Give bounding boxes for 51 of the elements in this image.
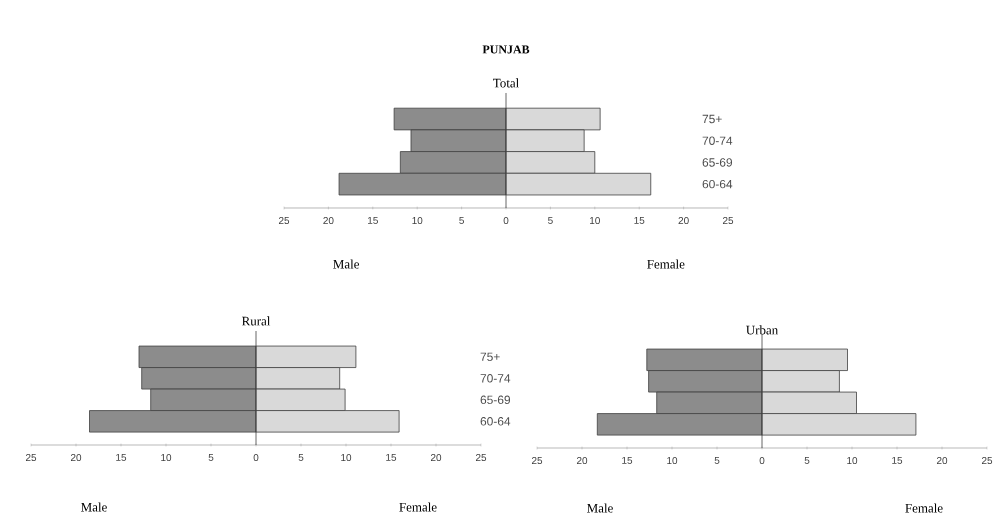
x-tick-label: 20 (576, 457, 588, 465)
x-tick-label: 10 (667, 457, 678, 465)
text: Male (81, 502, 107, 512)
x-tick-label: 15 (386, 454, 397, 461)
x-tick-label: 0 (253, 454, 259, 462)
x-tick-label: 15 (116, 454, 127, 461)
text: Male (587, 503, 613, 513)
x-tick-label: 20 (323, 217, 334, 225)
x-tick-label: 25 (531, 457, 543, 465)
x-tick-label: 15 (634, 217, 645, 224)
x-tick-label: 10 (161, 454, 172, 462)
text: Female (647, 259, 685, 269)
x-tick-label: 5 (459, 217, 464, 224)
chart-title: Rural (241, 316, 271, 326)
x-tick-label: 5 (804, 457, 810, 464)
x-tick-label: 5 (208, 454, 214, 461)
x-tick-label: 5 (298, 454, 304, 461)
x-tick-label: 0 (503, 217, 509, 225)
y-tick-label: 60-64 (702, 179, 733, 189)
x-tick-label: 10 (412, 217, 423, 225)
chart-title: PUNJAB (482, 45, 530, 54)
x-tick-label: 10 (341, 454, 352, 462)
x-tick-label: 25 (475, 454, 487, 462)
x-tick-label: 20 (430, 454, 442, 462)
x-tick-label: 25 (981, 457, 993, 465)
x-tick-label: 5 (714, 457, 720, 464)
y-tick-label: 70-74 (480, 374, 511, 383)
text: Male (333, 259, 360, 269)
chart-subtitle: Total (493, 78, 519, 88)
x-tick-label: 5 (548, 217, 553, 224)
x-tick-label: 10 (847, 457, 858, 465)
x-tick-label: 0 (759, 457, 765, 465)
x-tick-label: 15 (368, 217, 378, 224)
x-tick-label: 25 (722, 217, 734, 225)
y-tick-label: 65-69 (480, 395, 511, 405)
y-tick-label: 75+ (702, 114, 722, 124)
x-tick-label: 15 (622, 457, 633, 464)
x-tick-label: 20 (936, 457, 948, 465)
x-tick-label: 25 (278, 217, 290, 225)
x-tick-label: 20 (70, 454, 82, 462)
x-tick-label: 15 (892, 457, 903, 464)
x-tick-label: 25 (25, 454, 37, 462)
y-tick-label: 65-69 (702, 158, 733, 167)
text: Female (905, 503, 943, 513)
y-tick-label: 60-64 (480, 417, 511, 426)
chart-title: Urban (746, 325, 778, 335)
x-tick-label: 20 (678, 217, 689, 225)
y-tick-label: 75+ (480, 352, 500, 361)
x-tick-label: 10 (590, 217, 600, 225)
y-tick-label: 70-74 (702, 136, 733, 145)
text: Female (399, 502, 437, 512)
